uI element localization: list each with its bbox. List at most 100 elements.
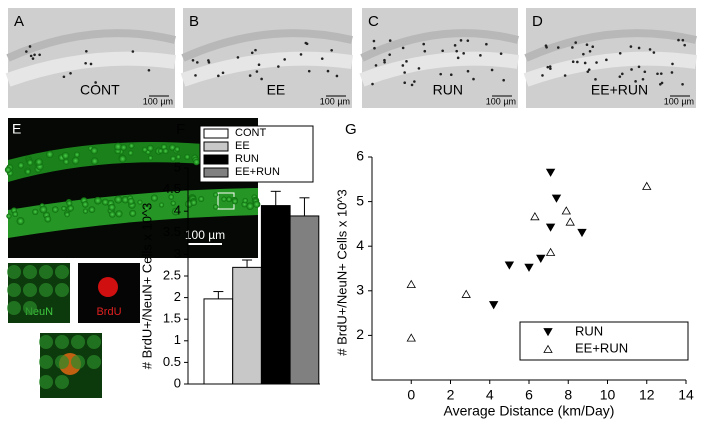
x-tick-label: 14 [678, 387, 694, 403]
cell [648, 48, 652, 51]
cell [137, 199, 143, 205]
cell [548, 65, 552, 68]
cell [683, 43, 686, 47]
cell [55, 265, 69, 279]
cell [90, 147, 98, 155]
cell [423, 49, 427, 53]
cell [618, 51, 622, 55]
cell [7, 283, 21, 297]
cell [594, 78, 597, 81]
cell [255, 70, 259, 73]
cell [25, 50, 28, 53]
image-caption: RUN [433, 82, 463, 98]
cell [479, 54, 482, 57]
y-tick-label: 1 [174, 332, 181, 347]
cell [231, 198, 239, 205]
cell [94, 196, 102, 205]
cell [39, 205, 48, 214]
cell [410, 83, 414, 87]
cell [253, 200, 261, 208]
image-caption: EE+RUN [591, 82, 648, 98]
cell [127, 150, 134, 156]
cell [55, 283, 69, 297]
y-tick-label: 0.5 [163, 354, 181, 369]
cell [33, 53, 36, 57]
cell [499, 52, 503, 55]
y-tick-label: 3 [174, 246, 181, 261]
cell [307, 69, 311, 73]
y-tick-label: 2 [356, 326, 364, 342]
point [406, 333, 416, 342]
cell [248, 74, 252, 77]
cell [127, 197, 135, 205]
cell [26, 159, 34, 166]
cell [81, 201, 89, 208]
cell [39, 265, 53, 279]
cell [455, 49, 458, 53]
image-caption: CONT [80, 82, 120, 98]
cell [556, 46, 560, 49]
x-tick-label: 0 [407, 387, 415, 403]
axis [371, 157, 686, 381]
cell [299, 53, 303, 56]
cell [659, 72, 663, 75]
cell [39, 283, 53, 297]
point [461, 289, 471, 298]
point [551, 194, 562, 203]
cell [405, 60, 408, 63]
cell [198, 195, 205, 202]
point [536, 254, 546, 263]
point [524, 263, 534, 272]
cell [371, 82, 374, 86]
cell [330, 48, 333, 52]
cell [129, 209, 137, 217]
cell [563, 74, 567, 77]
cell [388, 39, 392, 42]
cell [605, 58, 608, 62]
cell [320, 57, 324, 60]
point [545, 168, 556, 177]
cell [108, 203, 116, 211]
brdu-cell [98, 277, 118, 297]
granule-layer [180, 51, 353, 87]
y-tick-label: 6 [356, 148, 364, 164]
cell [591, 45, 595, 48]
cell [587, 68, 591, 71]
cell [84, 61, 87, 65]
cell [576, 60, 579, 64]
cell [6, 213, 12, 219]
inset-label: BrdU [96, 306, 121, 318]
cell [89, 62, 93, 66]
cell [131, 50, 135, 53]
y-tick-label: 1.5 [163, 311, 181, 326]
x-tick-label: 10 [600, 387, 616, 403]
cell [670, 71, 674, 74]
cell [71, 156, 80, 165]
cell [170, 200, 176, 206]
cell [207, 59, 210, 62]
cell [595, 61, 598, 64]
y-tick-label: 3 [356, 282, 364, 298]
cell [17, 162, 25, 169]
image-caption: EE [267, 82, 286, 98]
cell [226, 196, 232, 203]
cell [660, 81, 664, 85]
cell [242, 197, 248, 204]
cell [403, 71, 406, 74]
cell [66, 200, 73, 207]
cell [453, 44, 457, 47]
cell [439, 72, 442, 76]
cell [652, 51, 656, 54]
panel-letter: A [14, 13, 24, 30]
cell [46, 150, 54, 159]
cell [236, 56, 240, 59]
cell [401, 46, 405, 50]
cell [7, 265, 21, 279]
cell [618, 75, 622, 78]
scale-label: 100 µm [486, 96, 516, 106]
cell [69, 71, 72, 75]
cell [108, 211, 116, 218]
cell [28, 45, 32, 48]
cell [88, 206, 96, 213]
cell [466, 69, 470, 73]
